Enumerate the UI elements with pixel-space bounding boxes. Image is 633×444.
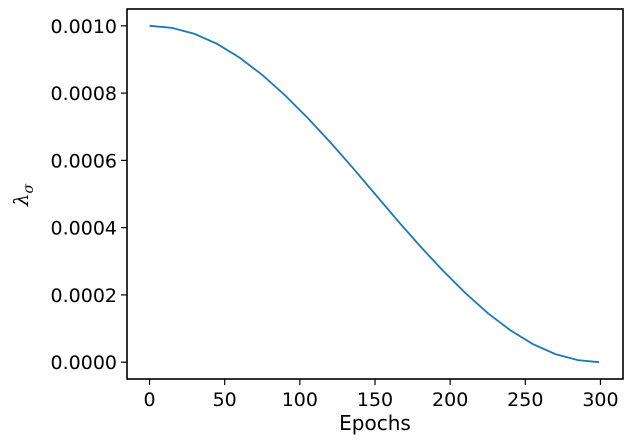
y-tick-label: 0.0006: [51, 150, 117, 172]
y-tick-label: 0.0000: [51, 352, 117, 374]
plot-frame: [126, 8, 624, 380]
x-axis-ticks: 0 50 100 150 200 250 300: [143, 379, 619, 411]
x-tick-label: 100: [282, 389, 318, 411]
y-tick-label: 0.0002: [51, 285, 117, 307]
series-line: [149, 24, 600, 364]
y-tick-label: 0.0004: [51, 218, 117, 240]
y-axis-label: λσ: [9, 183, 37, 207]
x-tick-label: 50: [213, 389, 237, 411]
y-axis-label-symbol: λ: [9, 193, 33, 207]
x-tick-label: 200: [432, 389, 468, 411]
y-axis-ticks: 0.0000 0.0002 0.0004 0.0006 0.0008 0.0010: [51, 16, 127, 374]
x-tick-label: 300: [582, 389, 618, 411]
x-tick-label: 250: [507, 389, 543, 411]
x-tick-label: 0: [143, 389, 155, 411]
x-tick-label: 150: [357, 389, 393, 411]
y-tick-label: 0.0010: [51, 16, 117, 38]
y-axis-label-subscript: σ: [21, 183, 37, 193]
x-axis-label: Epochs: [339, 411, 411, 435]
y-tick-label: 0.0008: [51, 83, 117, 105]
